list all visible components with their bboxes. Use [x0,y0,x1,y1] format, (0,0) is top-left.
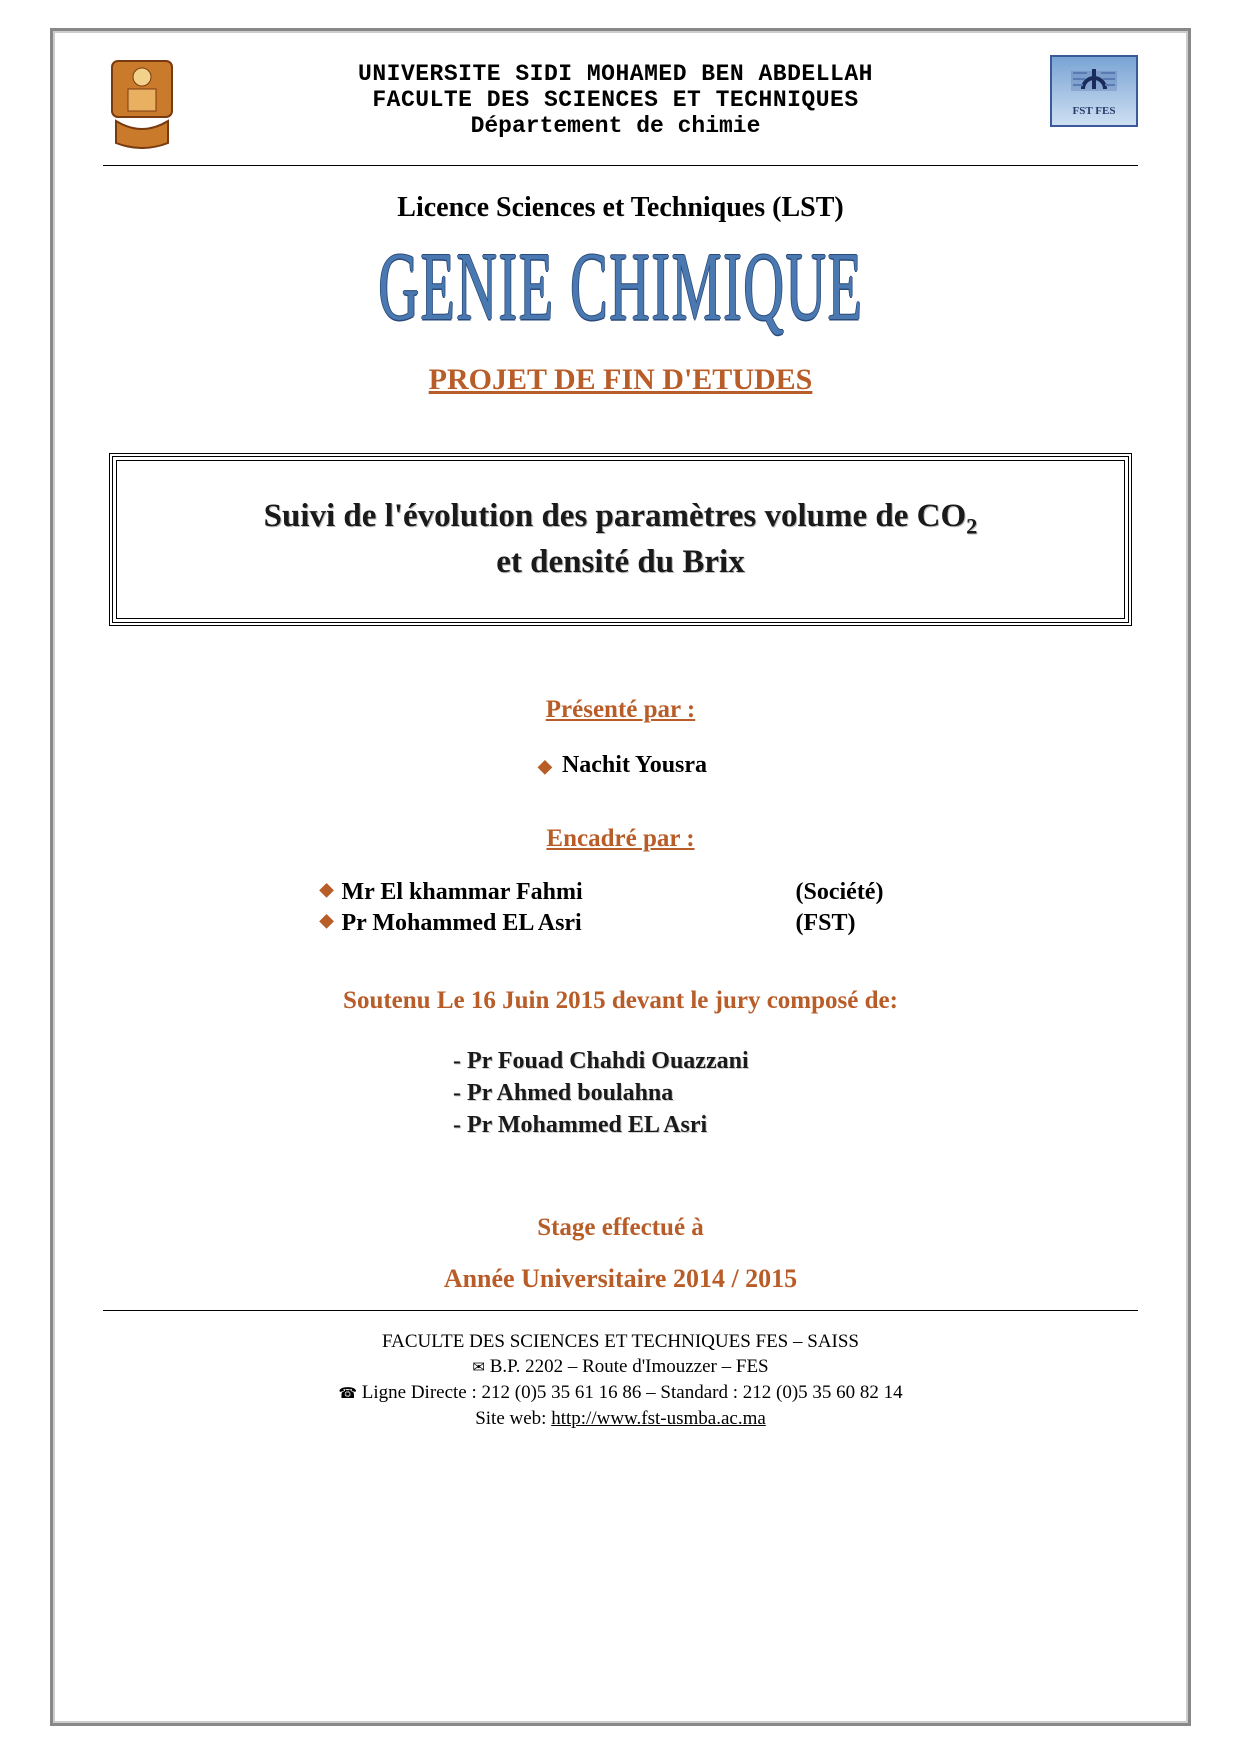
footer-site: Site web: http://www.fst-usmba.ac.ma [103,1406,1138,1432]
department-name: Département de chimie [181,113,1050,139]
advisor-row: ◆ Pr Mohammed EL Asri (FST) [316,910,926,937]
supervised-by-heading: Encadré par : [103,825,1138,853]
header-row: UNIVERSITE SIDI MOHAMED BEN ABDELLAH FAC… [103,55,1138,151]
footer-divider [103,1310,1138,1311]
genie-heading: GENIE CHIMIQUE [103,246,1138,329]
diamond-bullet-icon: ◆ [316,879,338,906]
footer-address-text: B.P. 2202 – Route d'Imouzzer – FES [490,1356,769,1377]
footer-address: ✉ B.P. 2202 – Route d'Imouzzer – FES [103,1354,1138,1380]
advisors-list: ◆ Mr El khammar Fahmi (Société) ◆ Pr Moh… [103,879,1138,937]
presented-block: Présenté par : ◆ Nachit Yousra [103,696,1138,779]
footer-phone: ☎ Ligne Directe : 212 (0)5 35 61 16 86 –… [103,1380,1138,1406]
defense-line: Soutenu Le 16 Juin 2015 devant le jury c… [103,987,1138,1015]
advisor-affiliation: (Société) [796,879,926,906]
diamond-bullet-icon: ◆ [316,910,338,937]
author-name: Nachit Yousra [562,752,707,778]
title-line1-sub: 2 [966,514,977,539]
fst-logo-icon: FST FES [1050,55,1138,127]
fst-logo-caption: FST FES [1073,105,1116,117]
university-name: UNIVERSITE SIDI MOHAMED BEN ABDELLAH [181,61,1050,87]
footer-faculty: FACULTE DES SCIENCES ET TECHNIQUES FES –… [103,1329,1138,1355]
diamond-bullet-icon: ◆ [534,756,556,777]
footer: FACULTE DES SCIENCES ET TECHNIQUES FES –… [103,1329,1138,1432]
projet-heading: PROJET DE FIN D'ETUDES [103,363,1138,397]
genie-text: GENIE CHIMIQUE [378,231,863,343]
supervised-block: Encadré par : ◆ Mr El khammar Fahmi (Soc… [103,825,1138,937]
thesis-title: Suivi de l'évolution des paramètres volu… [139,495,1102,584]
advisor-name: Pr Mohammed EL Asri [338,910,796,937]
title-box-inner: Suivi de l'évolution des paramètres volu… [116,460,1125,619]
footer-site-label: Site web: [475,1408,551,1429]
academic-year: Année Universitaire 2014 / 2015 [103,1264,1138,1294]
jury-member: - Pr Fouad Chahdi Ouazzani [453,1045,1138,1077]
advisor-affiliation: (FST) [796,910,926,937]
envelope-icon: ✉ [472,1360,485,1376]
jury-list: - Pr Fouad Chahdi Ouazzani - Pr Ahmed bo… [453,1045,1138,1142]
advisor-row: ◆ Mr El khammar Fahmi (Société) [316,879,926,906]
header-center: UNIVERSITE SIDI MOHAMED BEN ABDELLAH FAC… [181,55,1050,139]
footer-phone-text: Ligne Directe : 212 (0)5 35 61 16 86 – S… [362,1382,903,1403]
footer-site-link[interactable]: http://www.fst-usmba.ac.ma [551,1408,766,1429]
jury-member: - Pr Ahmed boulahna [453,1077,1138,1109]
title-line1-pre: Suivi de l'évolution des paramètres volu… [264,498,966,534]
page-frame: UNIVERSITE SIDI MOHAMED BEN ABDELLAH FAC… [50,28,1191,1726]
jury-member: - Pr Mohammed EL Asri [453,1109,1138,1141]
stage-line: Stage effectué à [103,1214,1138,1242]
author-line: ◆ Nachit Yousra [103,752,1138,779]
faculty-name: FACULTE DES SCIENCES ET TECHNIQUES [181,87,1050,113]
university-crest-icon [103,55,181,151]
advisor-name: Mr El khammar Fahmi [338,879,796,906]
presented-by-heading: Présenté par : [103,696,1138,724]
phone-icon: ☎ [338,1386,357,1402]
header-divider [103,165,1138,166]
program-line: Licence Sciences et Techniques (LST) [103,192,1138,224]
title-line2: et densité du Brix [496,544,744,580]
title-box: Suivi de l'évolution des paramètres volu… [109,453,1132,626]
